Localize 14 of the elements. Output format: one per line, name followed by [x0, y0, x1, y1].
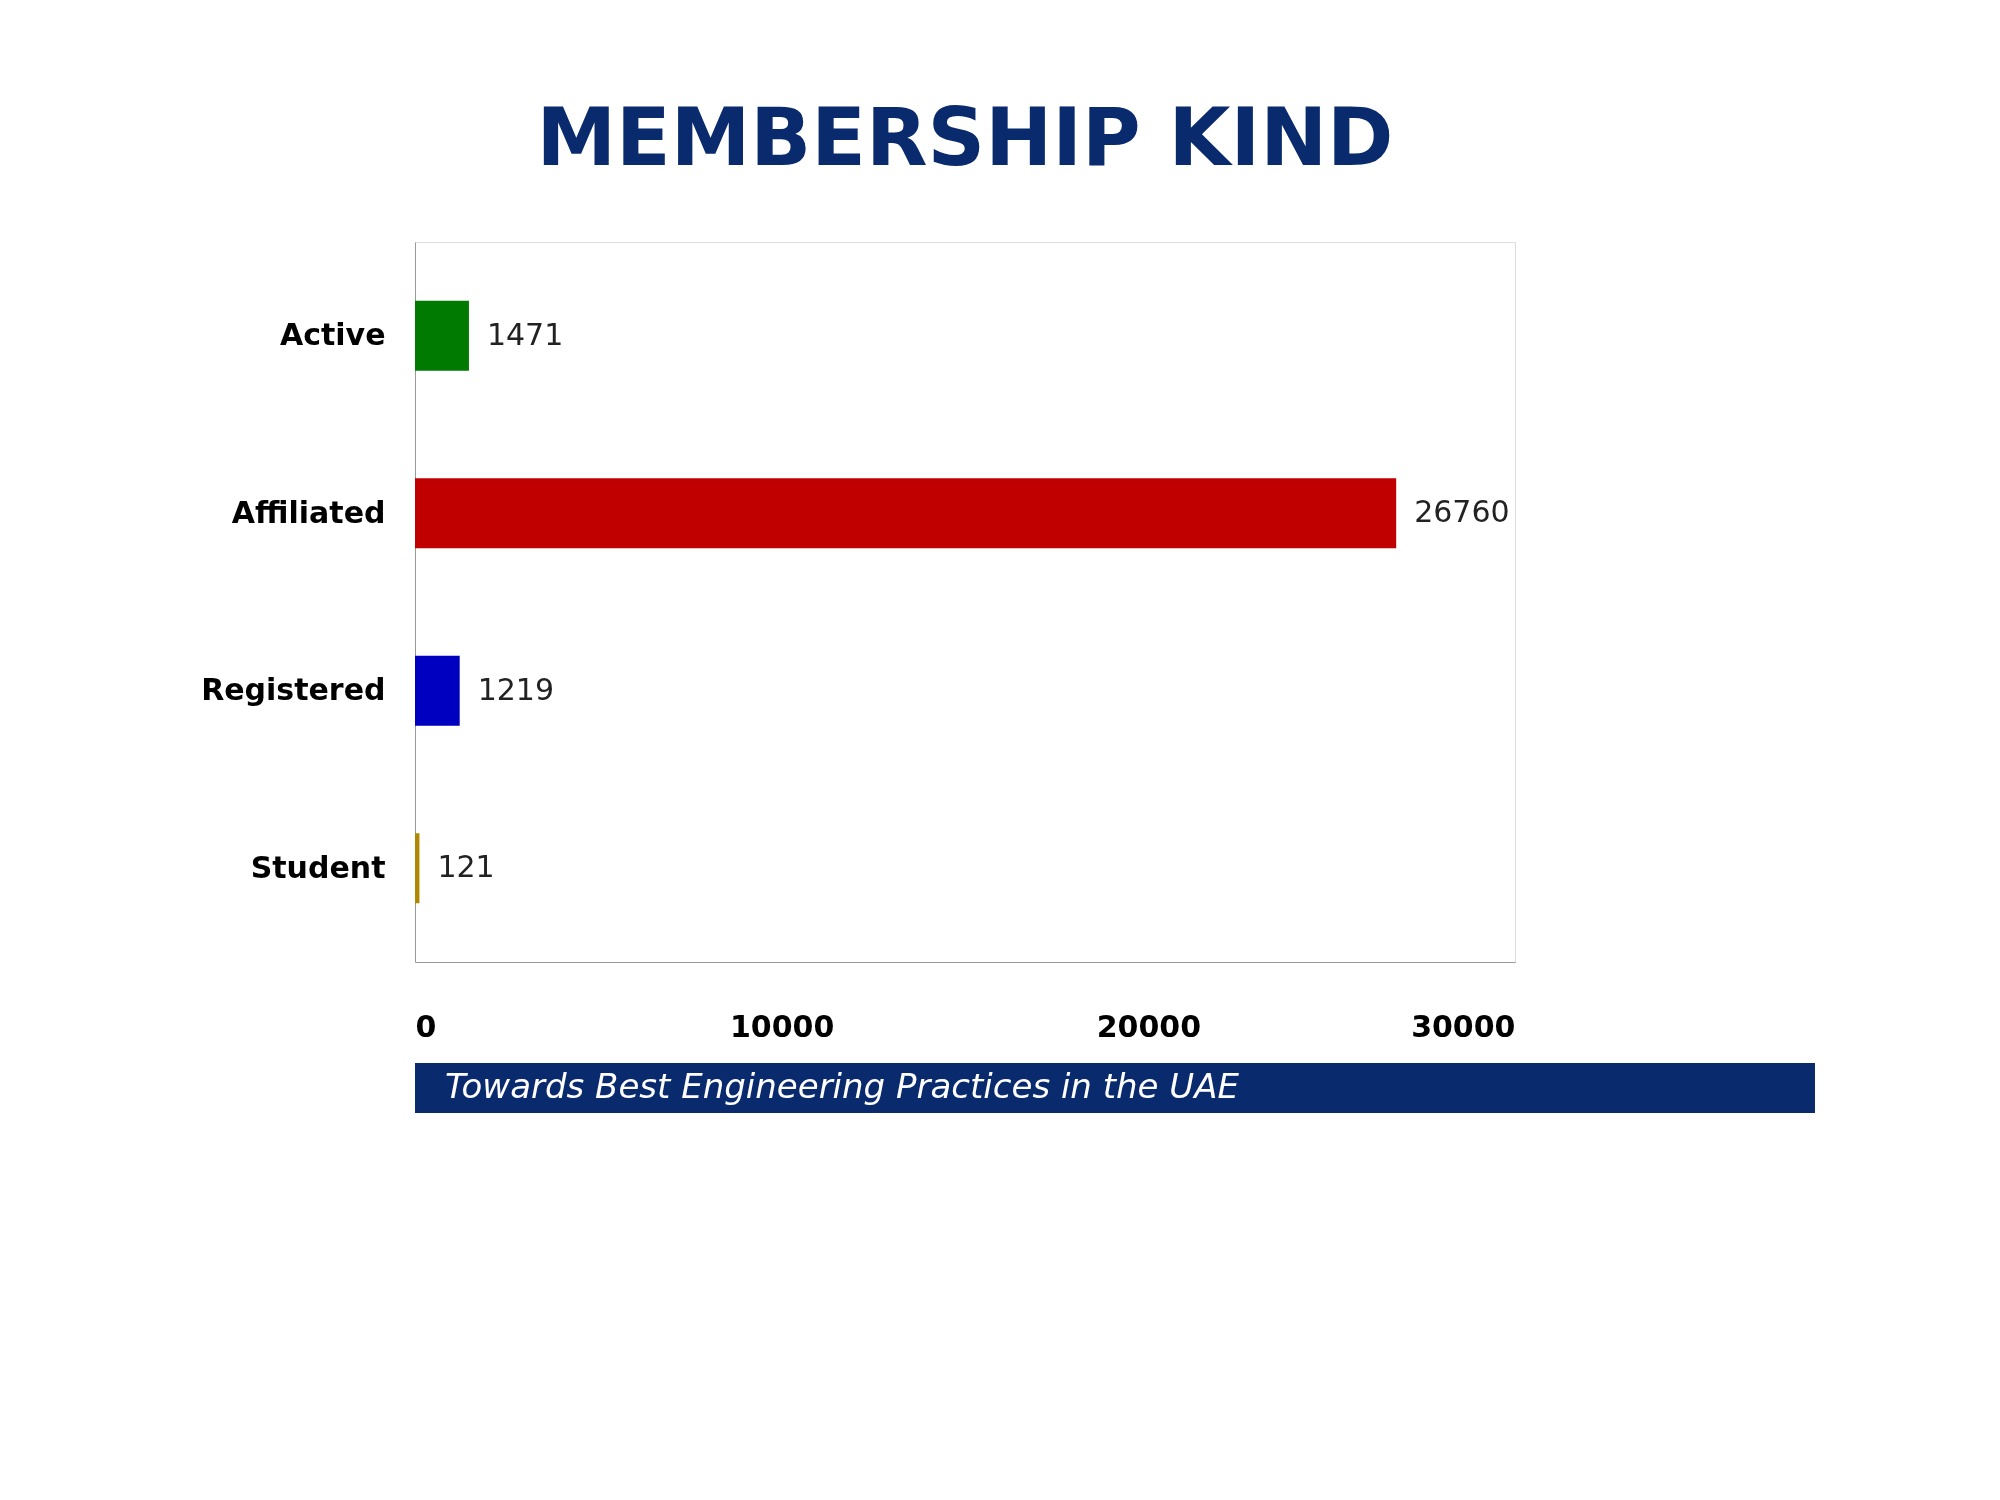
data-label: 26760	[1414, 494, 1510, 530]
x-tick-label: 30000	[1411, 1008, 1516, 1044]
chart-title: MEMBERSHIP KIND	[536, 91, 1394, 184]
y-tick-label: Student	[250, 849, 386, 885]
y-tick-label: Affiliated	[231, 494, 386, 530]
y-tick-label: Registered	[201, 672, 386, 708]
data-label: 1219	[477, 671, 555, 707]
x-tick-label: 0	[415, 1008, 437, 1044]
text: Towards Best Engineering Practices in the UAE	[445, 1066, 1240, 1106]
x-tick-label: 20000	[1096, 1008, 1202, 1044]
y-tick-label: Active	[279, 317, 386, 353]
data-label: 1471	[486, 316, 564, 352]
x-tick-label: 10000	[729, 1008, 835, 1044]
data-label: 121	[437, 849, 495, 885]
